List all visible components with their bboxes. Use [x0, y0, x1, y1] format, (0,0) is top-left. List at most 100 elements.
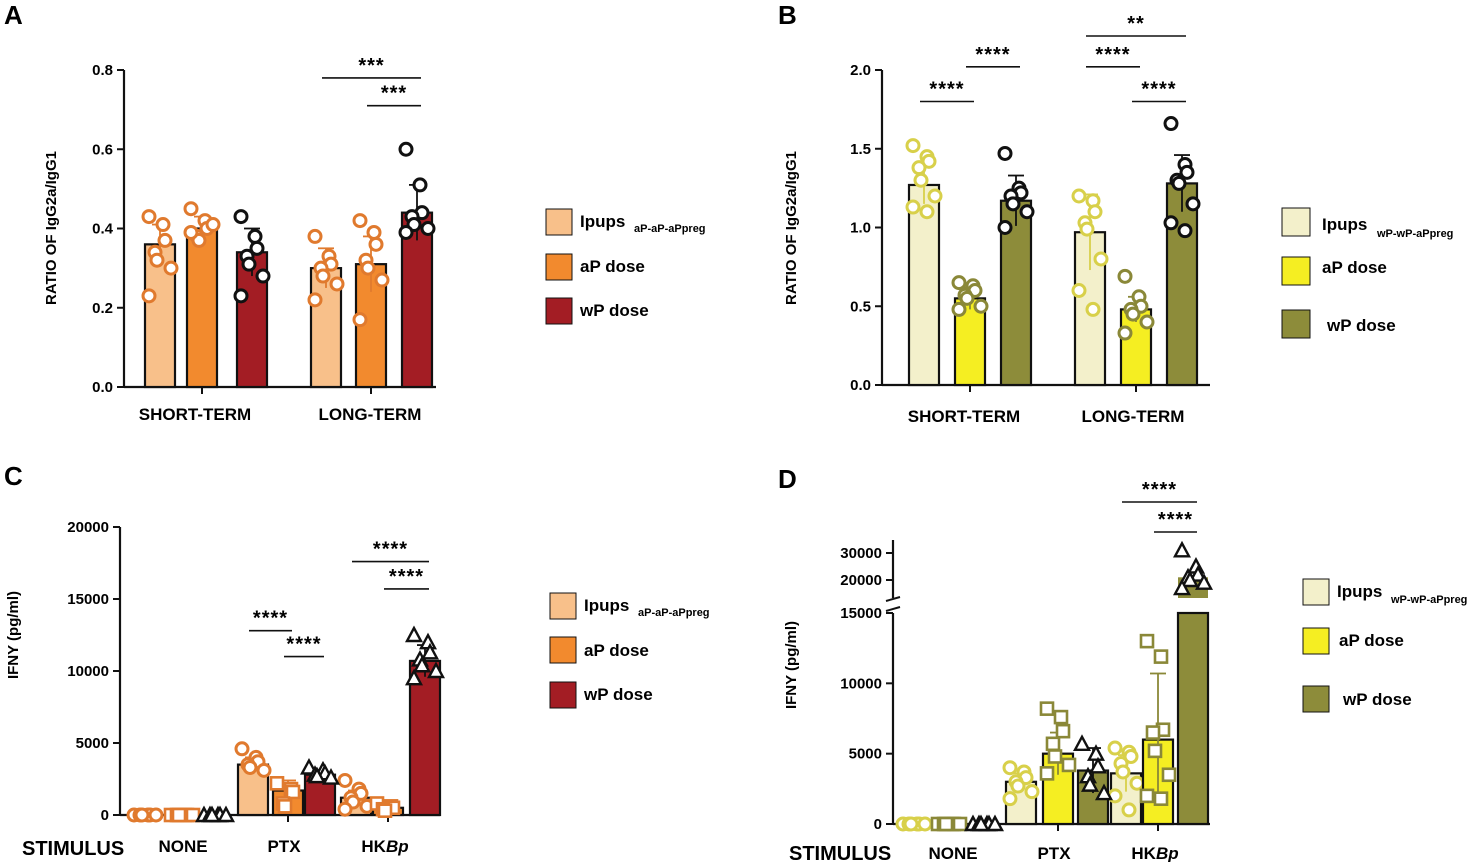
data-point-c-s0-g1-5: [256, 762, 272, 778]
y-axis-title-b: RATIO OF IgG2a/IgG1: [783, 151, 800, 305]
data-point-c-s2-g0-5: [216, 805, 236, 823]
data-point-d-s1-g2-6: [1139, 788, 1155, 804]
data-point-c-s0-g1-4: [242, 759, 258, 775]
data-point-a-s0-g0-2: [157, 232, 173, 248]
y-tick-label-a-2: 0.4: [92, 221, 114, 238]
legend-d-swatch-wp: [1302, 685, 1330, 713]
data-point-d-s1-g0-5: [952, 816, 968, 832]
data-point-d-s2-g2-2: [1188, 565, 1208, 582]
data-point-d-s1-g1-1: [1053, 709, 1069, 725]
data-point-d-s1-g2-1: [1153, 649, 1169, 664]
data-point-c-s2-g2-5: [426, 661, 446, 679]
data-point-a-s0-g0-0: [141, 209, 157, 225]
data-point-b-s0-g1-6: [1071, 283, 1087, 298]
legend-b-swatch-ipups: [1281, 207, 1311, 237]
data-point-b-s0-g0-0: [905, 138, 921, 154]
legend-d-label-wp: wP dose: [1342, 690, 1412, 709]
data-point-a-s1-g1-5: [374, 272, 390, 288]
bar-c-s2-g2: [408, 659, 442, 817]
data-point-a-s0-g1-4: [315, 268, 331, 284]
y-tick-label-d-5: 30000: [840, 545, 882, 562]
legend-b-swatch-ap: [1281, 256, 1311, 286]
data-point-c-s2-g2-6: [404, 668, 424, 686]
legend-a: Ipups aP-aP-aPpreg aP dose wP dose: [545, 208, 706, 325]
y-tick-label-a-3: 0.6: [92, 141, 113, 158]
data-point-a-s2-g1-6: [398, 224, 414, 240]
data-point-c-s1-g1-2: [285, 784, 301, 800]
category-label-c-none: NONE: [158, 837, 207, 856]
category-label-b-short: SHORT-TERM: [908, 407, 1020, 426]
data-point-b-s1-g0-0: [951, 275, 967, 291]
data-point-b-s2-g1-2: [1179, 164, 1195, 180]
data-point-c-s1-g1-4: [277, 799, 293, 814]
y-tick-label-d-3: 15000: [840, 605, 882, 622]
significance-label-c-2: ****: [373, 539, 408, 561]
y-tick-label-a-0: 0.0: [92, 379, 113, 396]
data-point-b-s0-g0-6: [905, 199, 921, 215]
data-point-b-s2-g0-4: [1005, 196, 1021, 212]
data-point-d-s2-g1-2: [1088, 756, 1108, 774]
bar-a-s2-g1: [400, 211, 434, 389]
data-point-d-s0-g0-4: [903, 816, 919, 832]
data-point-b-s1-g1-4: [1125, 306, 1141, 322]
category-label-c-ptx: PTX: [267, 837, 301, 856]
data-point-c-s0-g0-5: [148, 807, 164, 823]
data-point-b-s0-g1-7: [1085, 301, 1101, 317]
y-tick-label-c-0: 0: [101, 807, 109, 824]
data-point-b-s2-g1-6: [1163, 215, 1179, 231]
data-point-d-s2-g1-0: [1072, 734, 1092, 752]
data-point-d-s1-g1-0: [1039, 701, 1055, 716]
data-point-d-s0-g1-6: [1002, 791, 1018, 807]
data-point-a-s1-g1-1: [366, 224, 382, 240]
y-tick-label-b-1: 0.5: [850, 298, 871, 315]
data-point-a-s1-g1-4: [360, 260, 376, 276]
data-point-d-s1-g1-6: [1039, 766, 1055, 781]
legend-b-label-ap: aP dose: [1322, 258, 1387, 277]
data-point-b-s0-g0-4: [913, 172, 929, 188]
data-point-d-s0-g2-2: [1123, 748, 1139, 764]
data-point-b-s1-g1-0: [1117, 268, 1133, 284]
legend-d-label-ap: aP dose: [1339, 631, 1404, 650]
data-point-a-s2-g0-6: [233, 288, 249, 304]
category-label-d-none: NONE: [928, 844, 977, 862]
data-point-b-s1-g0-4: [959, 290, 975, 306]
y-tick-label-c-3: 15000: [67, 591, 109, 608]
data-point-d-s2-g2-5: [1194, 573, 1214, 590]
y-tick-label-d-4: 20000: [840, 572, 882, 589]
data-point-d-s0-g2-5: [1129, 775, 1145, 791]
data-point-d-s0-g2-7: [1121, 802, 1137, 818]
data-point-d-s2-g0-5: [985, 814, 1005, 832]
legend-a-sub-ipups: aP-aP-aPpreg: [634, 223, 706, 235]
bar-a-s1-g0: [185, 227, 219, 389]
data-point-b-s2-g1-5: [1185, 196, 1201, 212]
legend-b-sub-ipups: wP-wP-aPpreg: [1376, 228, 1453, 240]
data-point-b-s1-g0-5: [973, 298, 989, 314]
data-point-a-s0-g1-0: [307, 228, 323, 244]
data-point-b-s2-g0-6: [997, 220, 1013, 235]
data-point-a-s0-g0-4: [149, 252, 165, 268]
legend-a-label-wp: wP dose: [579, 301, 649, 320]
y-tick-label-b-0: 0.0: [850, 377, 871, 394]
data-point-b-s0-g0-7: [919, 204, 935, 220]
y-tick-label-c-1: 5000: [76, 735, 109, 752]
x-axis-title-d: STIMULUS: [789, 843, 891, 862]
data-point-d-s1-g0-4: [938, 816, 954, 832]
y-tick-label-c-2: 10000: [67, 663, 109, 680]
data-point-d-s0-g2-0: [1107, 740, 1123, 756]
data-point-d-s1-g2-5: [1161, 767, 1177, 783]
data-point-c-s2-g1-5: [321, 768, 341, 785]
data-point-d-s1-g2-3: [1145, 725, 1161, 740]
legend-d-sub-ipups: wP-wP-aPpreg: [1390, 594, 1467, 606]
significance-label-c-0: ****: [253, 608, 288, 630]
data-point-a-s0-g0-6: [141, 288, 157, 304]
data-point-a-s1-g0-0: [183, 201, 199, 217]
legend-c: Ipups aP-aP-aPpreg aP dose wP dose: [549, 592, 710, 709]
legend-d: Ipups wP-wP-aPpreg aP dose wP dose: [1302, 578, 1467, 713]
data-point-d-s2-g2-0: [1172, 540, 1192, 558]
axis-break-mark-lower: [885, 606, 901, 612]
data-point-d-s1-g1-5: [1061, 757, 1077, 773]
data-point-a-s2-g0-5: [255, 268, 271, 284]
data-point-d-s2-g0-4: [971, 814, 991, 832]
significance-label-b-4: ****: [1141, 79, 1176, 101]
